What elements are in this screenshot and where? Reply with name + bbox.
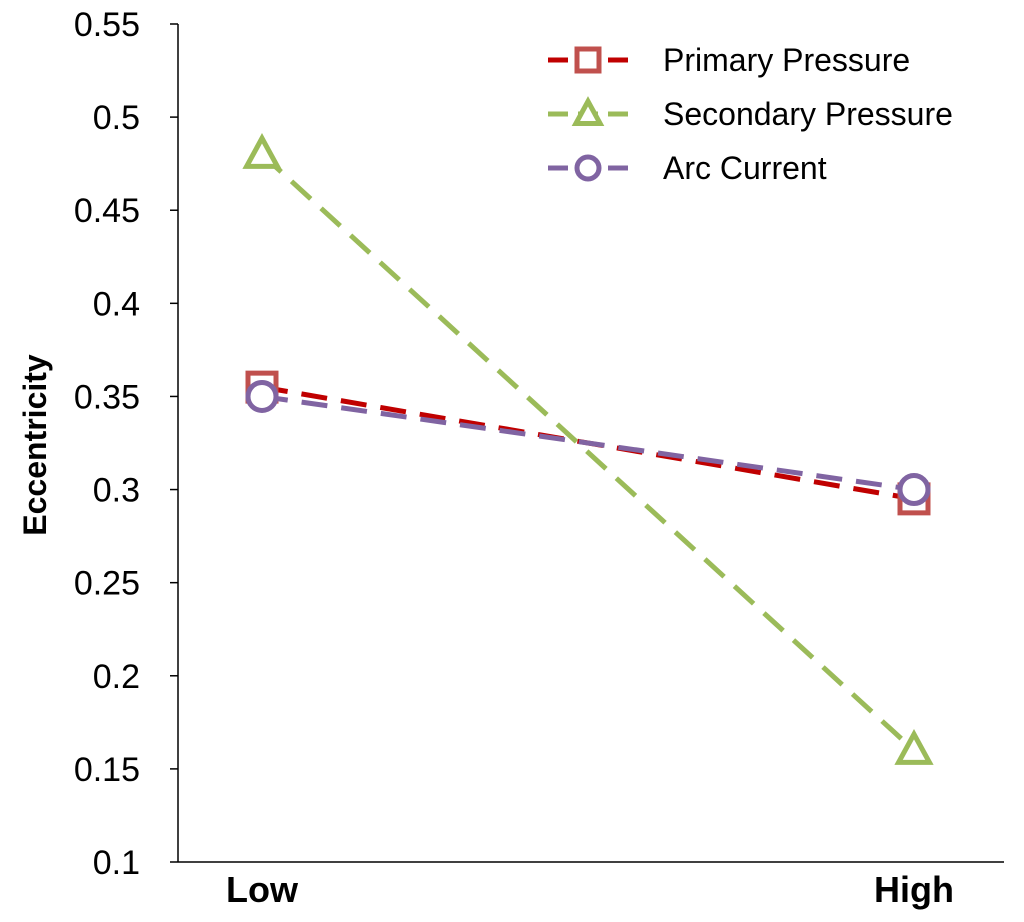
legend-marker	[574, 154, 602, 182]
series-line	[261, 393, 915, 493]
y-axis-title: Eccentricity	[17, 354, 53, 536]
series-arc-current	[245, 379, 931, 507]
y-tick-label: 0.45	[74, 192, 140, 230]
x-tick-label: Low	[226, 869, 299, 910]
y-tick-label: 0.3	[93, 472, 140, 510]
series-secondary-pressure	[242, 133, 934, 765]
y-tick-label: 0.55	[74, 6, 140, 44]
data-point	[894, 728, 934, 765]
legend-label: Primary Pressure	[663, 42, 910, 78]
y-tick-label: 0.25	[74, 565, 140, 603]
y-tick-label: 0.2	[93, 658, 140, 696]
series-layer	[242, 133, 934, 765]
legend-item: Arc Current	[548, 150, 827, 186]
legend-marker	[571, 96, 605, 126]
y-tick-label: 0.15	[74, 751, 140, 789]
y-axis-ticks: 0.55 0.5 0.45 0.4 0.35 0.3 0.25 0.2 0.15 0.1	[74, 6, 178, 882]
chart-axes	[177, 24, 1004, 863]
legend-item: Secondary Pressure	[548, 96, 953, 132]
y-tick-label: 0.1	[93, 844, 140, 882]
y-tick-label: 0.4	[93, 285, 140, 323]
legend-label: Arc Current	[663, 150, 827, 186]
legend-marker	[574, 46, 602, 74]
y-tick-label: 0.35	[74, 378, 140, 416]
legend-item: Primary Pressure	[548, 42, 910, 78]
data-point	[245, 379, 279, 413]
y-tick-label: 0.5	[93, 99, 140, 137]
data-point	[242, 133, 282, 169]
series-line	[260, 152, 916, 753]
x-axis-ticks: Low High	[226, 869, 954, 910]
legend: Primary Pressure Secondary Pressure Arc Cu…	[548, 42, 953, 186]
legend-label: Secondary Pressure	[663, 96, 953, 132]
x-tick-label: High	[874, 869, 954, 910]
data-point	[897, 473, 931, 507]
